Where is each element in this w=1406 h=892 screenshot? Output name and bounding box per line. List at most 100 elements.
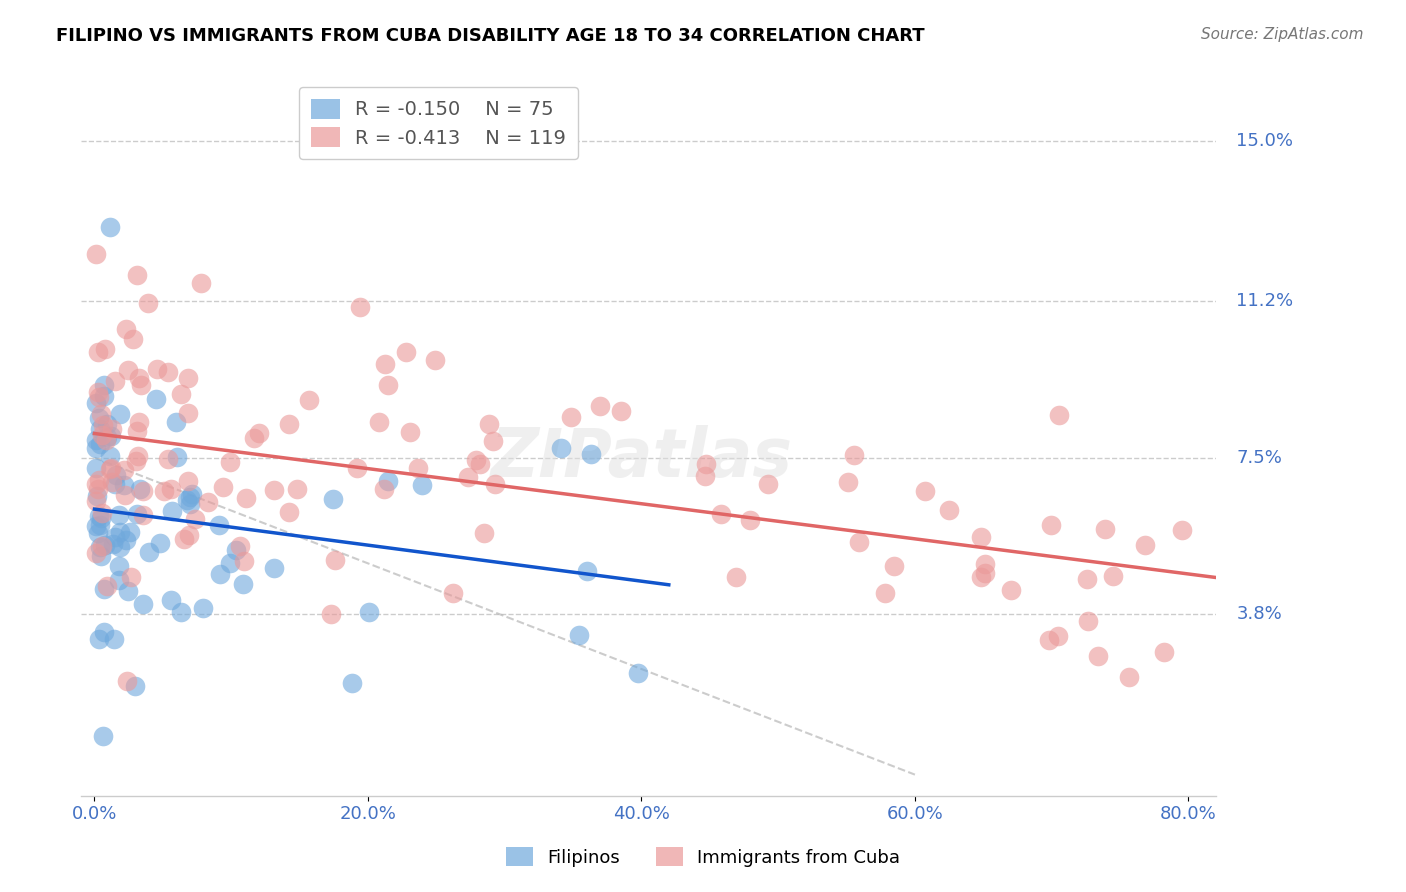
Point	[228, 540, 250, 554]
Point	[91, 729, 114, 743]
Point	[484, 477, 506, 491]
Point	[166, 450, 188, 464]
Point	[145, 362, 167, 376]
Point	[1087, 648, 1109, 663]
Point	[157, 365, 180, 379]
Point	[406, 461, 429, 475]
Point	[96, 417, 118, 431]
Point	[844, 448, 866, 462]
Point	[322, 491, 344, 506]
Point	[105, 467, 128, 482]
Point	[225, 542, 247, 557]
Point	[87, 390, 110, 404]
Point	[84, 476, 107, 491]
Point	[179, 497, 201, 511]
Point	[87, 411, 110, 425]
Text: Source: ZipAtlas.com: Source: ZipAtlas.com	[1201, 27, 1364, 42]
Point	[115, 321, 138, 335]
Point	[87, 509, 110, 524]
Point	[114, 488, 136, 502]
Point	[90, 549, 112, 564]
Point	[101, 537, 124, 551]
Point	[969, 570, 991, 584]
Point	[84, 518, 107, 533]
Point	[120, 570, 142, 584]
Point	[970, 531, 993, 545]
Point	[177, 528, 200, 542]
Point	[457, 470, 479, 484]
Point	[973, 557, 995, 571]
Point	[90, 510, 112, 524]
Point	[125, 507, 148, 521]
Point	[233, 554, 256, 568]
Point	[96, 579, 118, 593]
Point	[218, 454, 240, 468]
Point	[177, 406, 200, 420]
Point	[179, 490, 201, 504]
Point	[263, 483, 285, 497]
Point	[145, 392, 167, 407]
Point	[112, 463, 135, 477]
Point	[285, 483, 308, 497]
Point	[550, 441, 572, 455]
Point	[160, 592, 183, 607]
Point	[157, 451, 180, 466]
Point	[104, 477, 127, 491]
Point	[472, 525, 495, 540]
Point	[136, 296, 159, 310]
Point	[1170, 523, 1192, 537]
Point	[1077, 614, 1099, 628]
Point	[86, 461, 108, 475]
Point	[84, 493, 107, 508]
Point	[1076, 573, 1098, 587]
Point	[100, 422, 122, 436]
Point	[93, 389, 115, 403]
Point	[373, 482, 395, 496]
Point	[132, 508, 155, 522]
Point	[740, 513, 762, 527]
Point	[93, 378, 115, 392]
Point	[131, 484, 153, 499]
Point	[170, 605, 193, 619]
Point	[482, 434, 505, 449]
Point	[129, 377, 152, 392]
Point	[98, 449, 121, 463]
Point	[938, 502, 960, 516]
Point	[277, 417, 299, 431]
Point	[177, 371, 200, 385]
Point	[117, 363, 139, 377]
Point	[89, 518, 111, 533]
Point	[576, 564, 599, 578]
Point	[91, 506, 114, 520]
Point	[121, 332, 143, 346]
Point	[98, 220, 121, 235]
Point	[93, 624, 115, 639]
Point	[87, 384, 110, 399]
Point	[94, 342, 117, 356]
Point	[108, 524, 131, 539]
Point	[235, 491, 257, 505]
Point	[87, 482, 110, 496]
Point	[125, 425, 148, 439]
Point	[160, 504, 183, 518]
Point	[138, 545, 160, 559]
Point	[197, 495, 219, 509]
Point	[349, 300, 371, 314]
Point	[209, 567, 232, 582]
Point	[695, 468, 717, 483]
Point	[398, 425, 420, 439]
Point	[321, 607, 343, 621]
Point	[883, 558, 905, 573]
Point	[84, 396, 107, 410]
Point	[93, 538, 115, 552]
Point	[177, 474, 200, 488]
Legend: R = -0.150    N = 75, R = -0.413    N = 119: R = -0.150 N = 75, R = -0.413 N = 119	[299, 87, 578, 160]
Point	[724, 570, 747, 584]
Point	[1039, 518, 1062, 533]
Point	[298, 392, 321, 407]
Point	[128, 415, 150, 429]
Point	[125, 268, 148, 282]
Point	[94, 434, 117, 448]
Point	[1118, 669, 1140, 683]
Point	[180, 486, 202, 500]
